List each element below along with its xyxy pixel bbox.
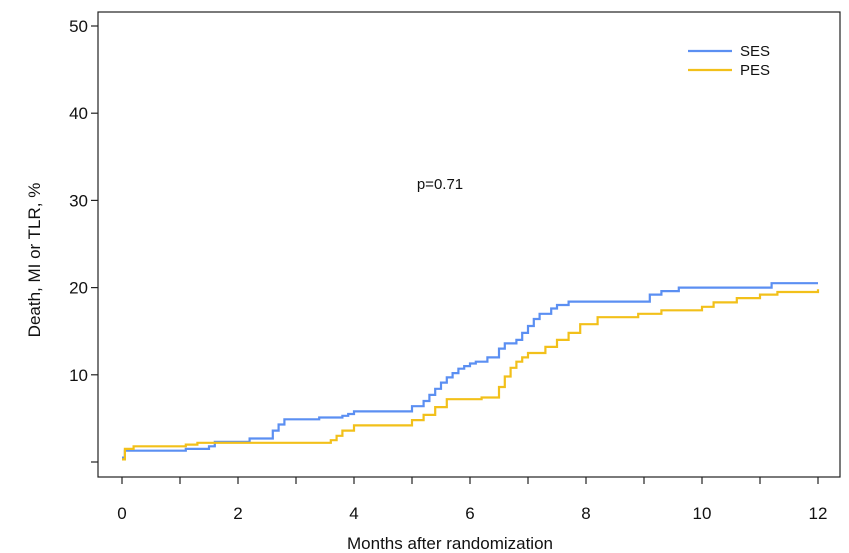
plot-frame <box>97 11 841 478</box>
y-tick-label: 30 <box>69 191 88 210</box>
series-line-ses <box>122 282 818 459</box>
y-tick-label: 40 <box>69 104 88 123</box>
p-value-annotation: p=0.71 <box>417 176 463 193</box>
legend: SES PES <box>688 43 770 79</box>
plot-border <box>97 11 841 478</box>
x-tick-label: 0 <box>117 504 126 523</box>
y-axis-title: Death, MI or TLR, % <box>25 183 44 338</box>
x-tick-label: 8 <box>581 504 590 523</box>
x-axis: 0 2 4 6 8 10 12 <box>117 477 827 523</box>
x-tick-label: 10 <box>693 504 712 523</box>
x-axis-title: Months after randomization <box>347 534 553 553</box>
series-lines <box>122 282 820 461</box>
x-tick-label: 4 <box>349 504 358 523</box>
x-tick-label: 2 <box>233 504 242 523</box>
legend-label-pes: PES <box>740 62 770 79</box>
series-line-pes <box>122 289 820 461</box>
x-tick-label: 12 <box>809 504 828 523</box>
x-tick-label: 6 <box>465 504 474 523</box>
y-tick-label: 10 <box>69 366 88 385</box>
y-tick-label: 20 <box>69 279 88 298</box>
y-tick-label: 50 <box>69 17 88 36</box>
legend-label-ses: SES <box>740 43 770 60</box>
y-axis: 10 20 30 40 50 <box>69 17 98 463</box>
